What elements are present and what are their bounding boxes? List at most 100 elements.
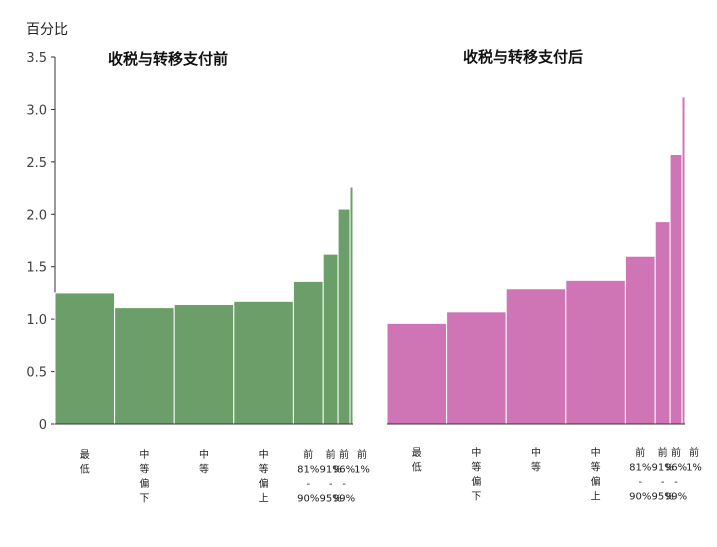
category-label-line: 等 xyxy=(471,461,481,474)
bar xyxy=(114,307,175,425)
category-label-line: 下 xyxy=(471,492,481,503)
y-tick-label: 2.0 xyxy=(26,208,47,223)
category-label-line: 95% xyxy=(320,494,342,505)
category-label-line: 96% xyxy=(333,465,355,476)
category-label-line: 偏 xyxy=(139,477,149,490)
category-label-line: 前 xyxy=(658,446,668,459)
category-label-line: 最 xyxy=(80,449,90,461)
bar xyxy=(565,279,626,425)
category-label-line: 中 xyxy=(259,448,269,461)
bar xyxy=(54,292,116,425)
category-label-line: 低 xyxy=(412,461,422,474)
category-label-line: - xyxy=(661,477,665,488)
category-label-line: 最 xyxy=(412,447,422,459)
category-label-line: 90% xyxy=(629,492,651,503)
y-axis-label: 百分比 xyxy=(26,22,68,38)
category-label-line: 等 xyxy=(199,463,209,476)
bar xyxy=(173,303,235,425)
category-label-line: 99% xyxy=(665,492,687,503)
panel-title-before: 收税与转移支付前 xyxy=(108,50,228,68)
category-label-line: - xyxy=(342,479,346,490)
category-label: 前 91% - 95% xyxy=(320,448,342,505)
category-label-line: 中 xyxy=(531,446,541,459)
category-label-line: 81% xyxy=(297,465,319,476)
bar xyxy=(349,186,354,425)
category-label-line: 81% xyxy=(629,463,651,474)
bar xyxy=(233,300,294,425)
category-label-line: 偏 xyxy=(259,477,269,490)
bar xyxy=(386,322,448,425)
y-tick-label: 1.0 xyxy=(26,313,47,328)
bar xyxy=(446,311,507,425)
category-label-line: 前 xyxy=(671,446,681,459)
category-label-line: 中 xyxy=(139,448,149,461)
category-label: 中等 xyxy=(199,448,209,476)
category-label-line: 91% xyxy=(652,463,674,474)
category-label: 前 81% - 90% xyxy=(629,446,651,503)
category-label-line: 等 xyxy=(139,463,149,476)
category-label-line: 90% xyxy=(297,494,319,505)
category-label: 前 1% xyxy=(354,448,370,476)
category-label-line: 偏 xyxy=(471,475,481,488)
category-label-line: - xyxy=(674,477,678,488)
y-tick-label: 1.5 xyxy=(26,261,47,276)
category-label-line: 中 xyxy=(591,446,601,459)
category-label-line: 99% xyxy=(333,494,355,505)
panels: 最低中等偏下中等中等偏上前81%-90%前91%-95%前96%-99%前1%最… xyxy=(54,96,702,505)
category-label-line: - xyxy=(306,479,310,490)
category-label-line: 等 xyxy=(591,461,601,474)
category-label-line: 上 xyxy=(259,493,269,505)
category-label-line: 中 xyxy=(199,448,209,461)
category-label-line: 1% xyxy=(686,463,702,474)
category-label-line: - xyxy=(329,479,333,490)
category-label: 最低 xyxy=(412,447,422,474)
y-tick-label: 3.0 xyxy=(26,103,47,118)
category-label: 前 1% xyxy=(686,446,702,474)
category-label-line: - xyxy=(638,477,642,488)
category-label-line: 95% xyxy=(652,492,674,503)
category-label-line: 偏 xyxy=(591,475,601,488)
category-label-line: 低 xyxy=(80,463,90,476)
category-label-line: 中 xyxy=(471,446,481,459)
bar xyxy=(681,96,686,425)
category-label-line: 前 xyxy=(357,448,367,461)
category-label: 前 96% - 99% xyxy=(333,448,355,505)
category-label-line: 96% xyxy=(665,463,687,474)
bar xyxy=(292,280,324,425)
category-label: 前 81% - 90% xyxy=(297,448,319,505)
category-label-line: 前 xyxy=(303,448,313,461)
bar xyxy=(322,253,339,425)
category-label-line: 前 xyxy=(689,446,699,459)
category-label-line: 1% xyxy=(354,465,370,476)
bar xyxy=(337,208,351,425)
y-tick-label: 0.5 xyxy=(26,366,47,381)
bar xyxy=(669,154,683,425)
category-label-line: 上 xyxy=(591,491,601,503)
category-label-line: 下 xyxy=(139,494,149,505)
panel-title-after: 收税与转移支付后 xyxy=(463,48,583,66)
category-label: 最低 xyxy=(80,449,90,476)
category-label: 前 96% - 99% xyxy=(665,446,687,503)
category-label-line: 等 xyxy=(259,463,269,476)
category-label-line: 前 xyxy=(635,446,645,459)
bar xyxy=(654,221,671,425)
category-label-line: 91% xyxy=(320,465,342,476)
y-axis: 0 0.5 1.0 1.5 2.0 2.5 3.0 3.5 xyxy=(26,51,56,433)
y-tick-label: 3.5 xyxy=(26,51,47,66)
bar xyxy=(624,255,656,425)
bar xyxy=(505,288,567,425)
y-tick-label: 2.5 xyxy=(26,156,47,171)
category-label: 前 91% - 95% xyxy=(652,446,674,503)
category-label: 中等 xyxy=(531,446,541,474)
y-tick-label: 0 xyxy=(39,418,47,433)
category-label-line: 等 xyxy=(531,461,541,474)
category-label-line: 前 xyxy=(339,448,349,461)
category-label-line: 前 xyxy=(326,448,336,461)
